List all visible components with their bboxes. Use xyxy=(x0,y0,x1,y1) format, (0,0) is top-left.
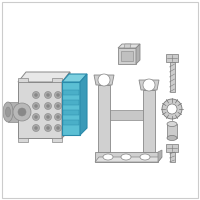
Bar xyxy=(170,62,174,92)
Circle shape xyxy=(18,108,26,116)
Circle shape xyxy=(35,94,38,97)
Polygon shape xyxy=(52,78,62,82)
Polygon shape xyxy=(118,48,136,64)
Circle shape xyxy=(32,124,40,132)
Circle shape xyxy=(35,116,38,118)
Circle shape xyxy=(57,94,60,97)
Bar xyxy=(170,152,174,162)
Polygon shape xyxy=(18,138,28,142)
Circle shape xyxy=(54,102,62,110)
Bar xyxy=(167,124,177,138)
Polygon shape xyxy=(18,78,28,82)
Circle shape xyxy=(162,99,182,119)
Polygon shape xyxy=(98,85,110,152)
Polygon shape xyxy=(62,74,87,82)
Polygon shape xyxy=(63,120,79,125)
Circle shape xyxy=(13,103,31,121)
Polygon shape xyxy=(52,138,62,142)
Polygon shape xyxy=(62,82,80,135)
Polygon shape xyxy=(110,110,143,120)
Circle shape xyxy=(32,114,40,120)
Polygon shape xyxy=(121,51,133,61)
Circle shape xyxy=(32,92,40,98)
Circle shape xyxy=(167,104,177,114)
Ellipse shape xyxy=(103,154,113,160)
Circle shape xyxy=(35,104,38,108)
Circle shape xyxy=(46,127,50,130)
Circle shape xyxy=(54,92,62,98)
Circle shape xyxy=(44,114,52,120)
Ellipse shape xyxy=(6,107,10,117)
Circle shape xyxy=(46,104,50,108)
Circle shape xyxy=(32,102,40,110)
Polygon shape xyxy=(158,150,162,162)
Circle shape xyxy=(35,127,38,130)
Circle shape xyxy=(98,74,110,86)
Polygon shape xyxy=(143,90,155,152)
Circle shape xyxy=(46,94,50,97)
Ellipse shape xyxy=(140,154,150,160)
Polygon shape xyxy=(62,72,70,138)
Polygon shape xyxy=(166,54,178,62)
Circle shape xyxy=(44,102,52,110)
Polygon shape xyxy=(80,74,87,135)
Polygon shape xyxy=(136,44,140,64)
Circle shape xyxy=(44,92,52,98)
Polygon shape xyxy=(166,144,178,152)
Circle shape xyxy=(57,116,60,118)
Circle shape xyxy=(57,127,60,130)
Ellipse shape xyxy=(167,136,177,140)
Circle shape xyxy=(57,104,60,108)
Polygon shape xyxy=(63,100,79,105)
Polygon shape xyxy=(118,44,140,48)
Polygon shape xyxy=(63,90,79,95)
Polygon shape xyxy=(94,75,114,85)
Polygon shape xyxy=(63,110,79,115)
Circle shape xyxy=(54,124,62,132)
Ellipse shape xyxy=(121,154,131,160)
Ellipse shape xyxy=(3,102,13,122)
Circle shape xyxy=(143,79,155,91)
Polygon shape xyxy=(124,44,131,48)
Polygon shape xyxy=(95,152,158,162)
Polygon shape xyxy=(18,72,70,82)
Circle shape xyxy=(44,124,52,132)
Circle shape xyxy=(46,116,50,118)
Ellipse shape xyxy=(167,121,177,127)
Polygon shape xyxy=(8,102,18,122)
Polygon shape xyxy=(95,157,162,162)
Circle shape xyxy=(54,114,62,120)
Polygon shape xyxy=(139,80,159,90)
Polygon shape xyxy=(18,82,62,138)
